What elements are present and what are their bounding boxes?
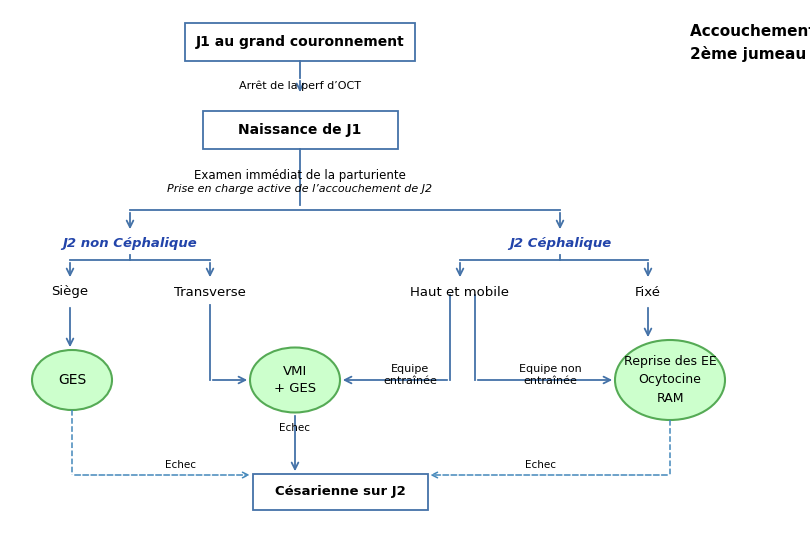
FancyBboxPatch shape: [185, 23, 415, 61]
Text: Fixé: Fixé: [635, 286, 661, 299]
Text: 2ème jumeau: 2ème jumeau: [690, 46, 806, 62]
Ellipse shape: [615, 340, 725, 420]
Text: Prise en charge active de l’accouchement de J2: Prise en charge active de l’accouchement…: [168, 184, 433, 194]
Text: Naissance de J1: Naissance de J1: [238, 123, 362, 137]
Text: Equipe
entraînée: Equipe entraînée: [383, 364, 437, 386]
Text: Arrêt de la perf d’OCT: Arrêt de la perf d’OCT: [239, 81, 361, 91]
Ellipse shape: [250, 348, 340, 413]
Text: J2 Céphalique: J2 Céphalique: [509, 238, 611, 251]
FancyBboxPatch shape: [202, 111, 398, 149]
Text: Transverse: Transverse: [174, 286, 246, 299]
Text: Césarienne sur J2: Césarienne sur J2: [275, 485, 405, 498]
Text: J2 non Céphalique: J2 non Céphalique: [62, 238, 198, 251]
Text: Haut et mobile: Haut et mobile: [411, 286, 509, 299]
Text: Accouchement du: Accouchement du: [690, 24, 810, 39]
Ellipse shape: [32, 350, 112, 410]
Text: GES: GES: [58, 373, 86, 387]
Text: Echec: Echec: [164, 460, 195, 470]
Text: Echec: Echec: [279, 423, 310, 433]
Text: Reprise des EE
Ocytocine
RAM: Reprise des EE Ocytocine RAM: [624, 355, 716, 404]
Text: Equipe non
entraînée: Equipe non entraînée: [518, 364, 582, 386]
Text: Echec: Echec: [525, 460, 556, 470]
Text: J1 au grand couronnement: J1 au grand couronnement: [196, 35, 404, 49]
Text: Examen immédiat de la parturiente: Examen immédiat de la parturiente: [194, 168, 406, 181]
FancyBboxPatch shape: [253, 474, 428, 510]
Text: VMI
+ GES: VMI + GES: [274, 365, 316, 395]
Text: Siège: Siège: [52, 286, 88, 299]
